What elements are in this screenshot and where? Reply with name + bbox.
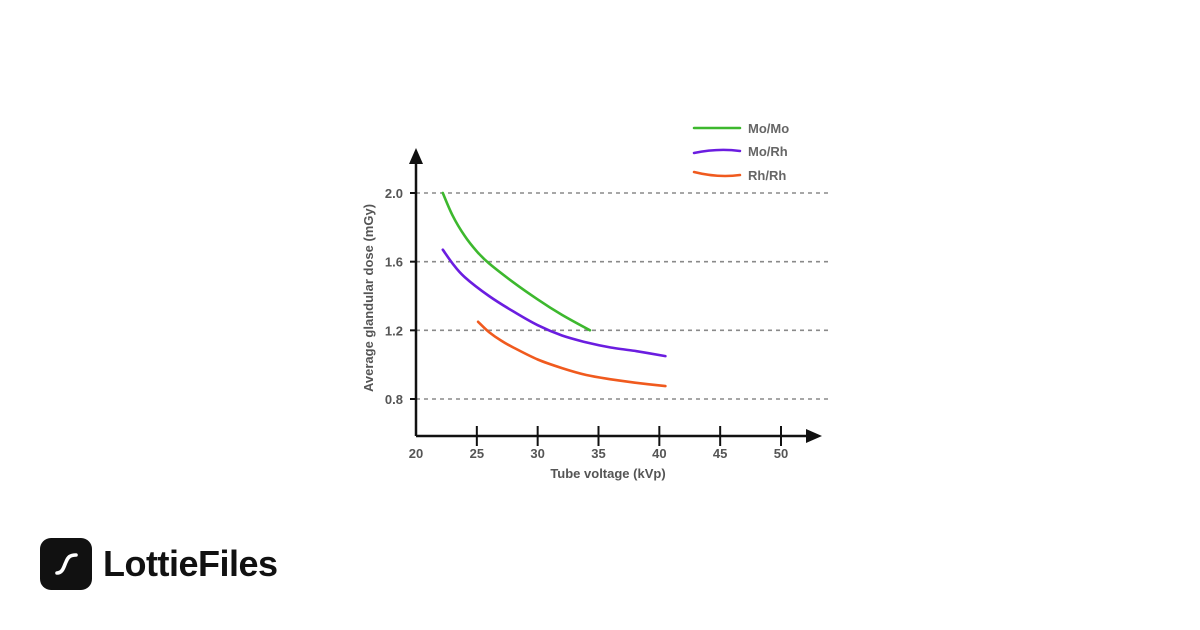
x-tick-label: 50	[774, 446, 788, 461]
y-ticks: 0.8 1.2 1.6 2.0	[385, 186, 416, 407]
legend: Mo/Mo Mo/Rh Rh/Rh	[692, 121, 789, 183]
series-line-mo-mo	[441, 191, 592, 332]
y-tick-label: 1.2	[385, 323, 403, 338]
x-tick-label: 20	[409, 446, 423, 461]
y-axis-arrow-icon	[409, 148, 423, 164]
legend-swatch-rh-rh	[692, 170, 742, 178]
series-line-rh-rh	[476, 320, 667, 388]
x-tick-label: 45	[713, 446, 727, 461]
y-tick-label: 2.0	[385, 186, 403, 201]
lottiefiles-brand[interactable]: LottieFiles	[40, 538, 278, 590]
series	[441, 191, 667, 388]
legend-swatch-mo-rh	[692, 148, 742, 155]
axes	[409, 148, 822, 443]
x-axis-arrow-icon	[806, 429, 822, 443]
x-tick-label: 40	[652, 446, 666, 461]
legend-label-mo-rh: Mo/Rh	[748, 144, 788, 159]
legend-label-mo-mo: Mo/Mo	[748, 121, 789, 136]
y-tick-label: 0.8	[385, 392, 403, 407]
series-line-mo-rh	[441, 248, 667, 358]
legend-label-rh-rh: Rh/Rh	[748, 168, 786, 183]
brand-name: LottieFiles	[103, 543, 278, 584]
gridlines	[416, 192, 828, 400]
y-axis-title: Average glandular dose (mGy)	[361, 204, 376, 392]
x-axis-title: Tube voltage (kVp)	[550, 466, 665, 481]
y-tick-label: 1.6	[385, 255, 403, 270]
x-tick-label: 30	[530, 446, 544, 461]
lottiefiles-logo-icon	[40, 538, 92, 590]
x-tick-label: 35	[591, 446, 605, 461]
x-tick-label: 25	[470, 446, 484, 461]
x-ticks: 20 25 30 35 40 45 50	[409, 426, 788, 461]
